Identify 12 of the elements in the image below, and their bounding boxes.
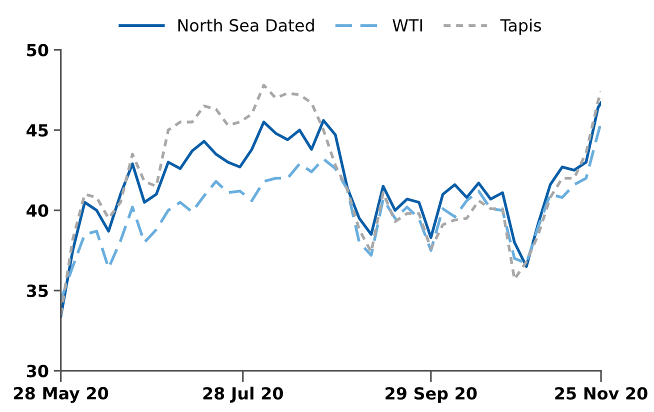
x-tick-label: 29 Sep 20 [386,387,477,403]
y-tick-label: 35 [26,284,48,298]
legend-label: WTI [392,19,422,32]
x-tick-label: 28 Jul 20 [203,386,283,403]
x-tick-label: 28 May 20 [14,386,108,403]
y-tick-label: 30 [26,364,48,378]
legend-label: North Sea Dated [178,18,314,32]
x-tick-label: 25 Nov 20 [555,387,648,400]
y-tick-label: 50 [27,44,48,56]
legend-label: Tapis [500,18,542,35]
y-tick-label: 45 [26,124,48,137]
y-tick-label: 40 [26,204,48,217]
